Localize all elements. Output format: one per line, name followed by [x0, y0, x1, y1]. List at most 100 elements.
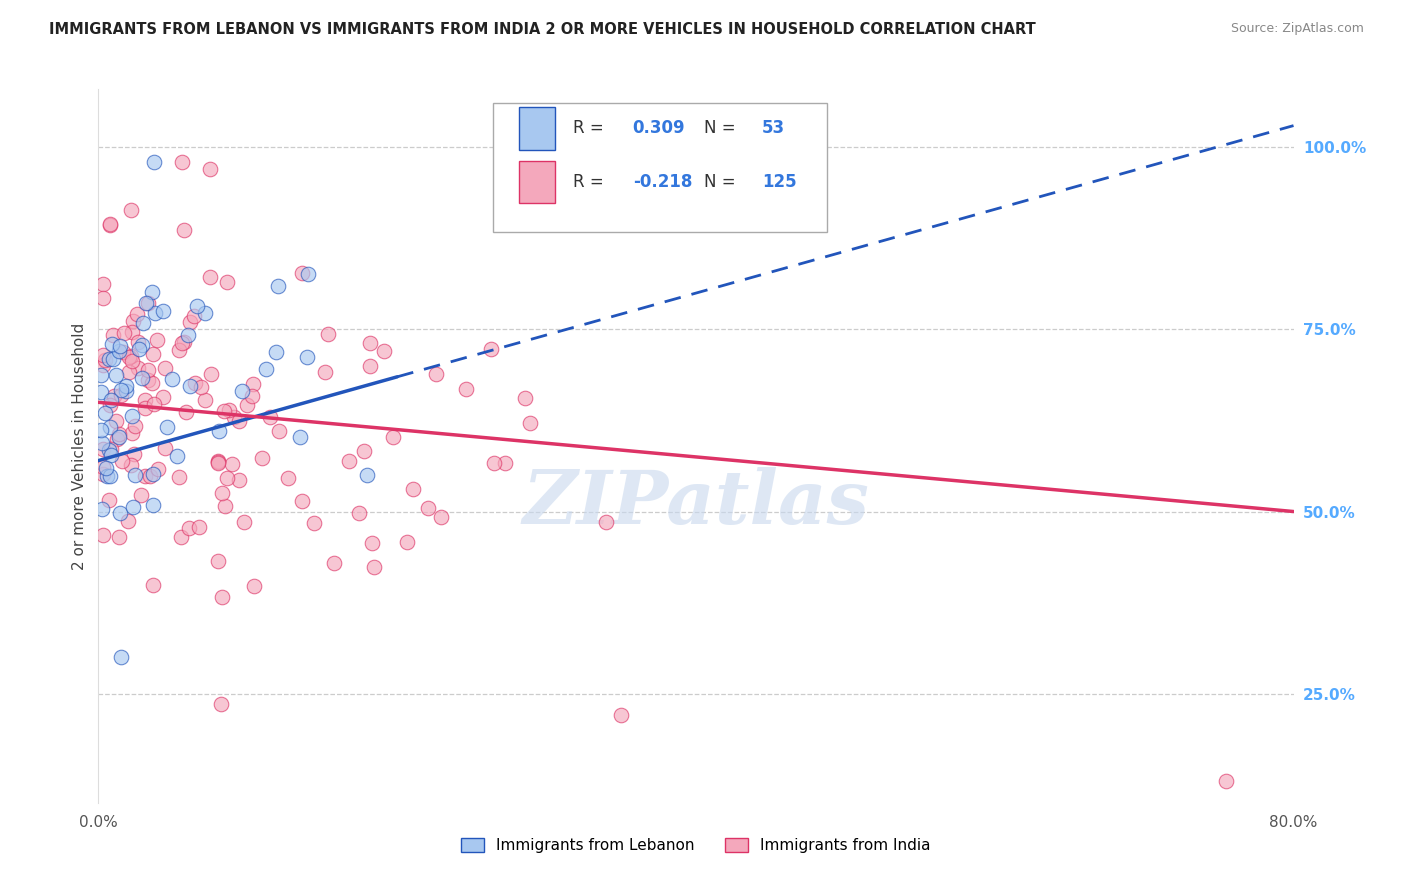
Point: [105, 432, 128, 446]
Point: [323, 556, 346, 570]
Point: [425, 367, 447, 381]
Point: [128, 343, 150, 357]
Point: [207, 456, 229, 470]
Point: [212, 403, 235, 417]
Point: [269, 424, 291, 438]
Point: [211, 486, 233, 500]
Point: [240, 389, 263, 403]
Point: [513, 391, 536, 405]
Point: [174, 405, 197, 419]
Point: [90, 424, 112, 438]
Point: [359, 359, 381, 373]
Text: ZIPatlas: ZIPatlas: [523, 467, 869, 540]
Point: [267, 278, 290, 293]
Point: [198, 269, 221, 284]
Point: [347, 507, 370, 521]
Point: [179, 316, 201, 330]
Point: [108, 426, 131, 441]
Point: [91, 528, 114, 542]
FancyBboxPatch shape: [519, 161, 555, 203]
Point: [209, 697, 232, 711]
Point: [110, 384, 132, 398]
Point: [194, 392, 217, 407]
Point: [117, 514, 139, 528]
Point: [121, 426, 143, 441]
Text: R =: R =: [572, 120, 609, 137]
Point: [353, 444, 375, 458]
Point: [610, 708, 633, 723]
Text: R =: R =: [572, 173, 609, 191]
Point: [142, 578, 165, 592]
Point: [100, 448, 122, 462]
Point: [207, 424, 229, 438]
Y-axis label: 2 or more Vehicles in Household: 2 or more Vehicles in Household: [72, 322, 87, 570]
Point: [142, 397, 165, 411]
Point: [146, 462, 169, 476]
Text: 125: 125: [762, 173, 796, 191]
Point: [146, 333, 169, 347]
Point: [232, 515, 254, 529]
Point: [142, 467, 165, 481]
Point: [190, 380, 212, 394]
Text: N =: N =: [704, 120, 741, 137]
Point: [91, 501, 114, 516]
Point: [243, 579, 266, 593]
Text: 53: 53: [762, 120, 785, 137]
Point: [316, 326, 339, 341]
Point: [93, 406, 115, 420]
Point: [115, 384, 138, 398]
Point: [108, 530, 131, 544]
Point: [373, 344, 395, 359]
Point: [228, 414, 250, 428]
Point: [93, 467, 115, 481]
Point: [1215, 774, 1237, 789]
Point: [215, 275, 238, 289]
Point: [121, 409, 143, 423]
Point: [360, 535, 382, 549]
Point: [170, 155, 193, 169]
Point: [337, 454, 360, 468]
Point: [91, 291, 114, 305]
Point: [166, 449, 188, 463]
Point: [108, 430, 131, 444]
FancyBboxPatch shape: [519, 107, 555, 150]
Point: [288, 429, 311, 443]
Point: [363, 559, 385, 574]
Point: [207, 455, 229, 469]
Point: [91, 459, 114, 474]
Point: [221, 457, 243, 471]
Point: [200, 162, 222, 177]
Point: [97, 493, 120, 508]
Point: [108, 339, 131, 353]
Point: [132, 317, 155, 331]
Point: [200, 368, 222, 382]
Point: [111, 453, 134, 467]
Point: [105, 368, 128, 383]
Point: [108, 506, 131, 520]
Point: [359, 336, 381, 351]
Point: [169, 470, 191, 484]
Point: [184, 376, 207, 390]
Point: [155, 360, 177, 375]
Point: [456, 382, 478, 396]
Point: [127, 334, 149, 349]
Point: [402, 482, 425, 496]
Point: [179, 379, 201, 393]
Point: [143, 154, 166, 169]
Point: [595, 515, 617, 529]
Point: [186, 299, 208, 313]
Point: [122, 500, 145, 514]
Point: [381, 430, 404, 444]
FancyBboxPatch shape: [494, 103, 828, 232]
Point: [207, 554, 229, 568]
Point: [98, 217, 121, 231]
Point: [418, 500, 440, 515]
Point: [479, 343, 502, 357]
Point: [127, 307, 149, 321]
Point: [356, 468, 378, 483]
Text: N =: N =: [704, 173, 741, 191]
Point: [90, 368, 112, 383]
Point: [134, 393, 156, 408]
Point: [429, 509, 451, 524]
Point: [259, 410, 281, 425]
